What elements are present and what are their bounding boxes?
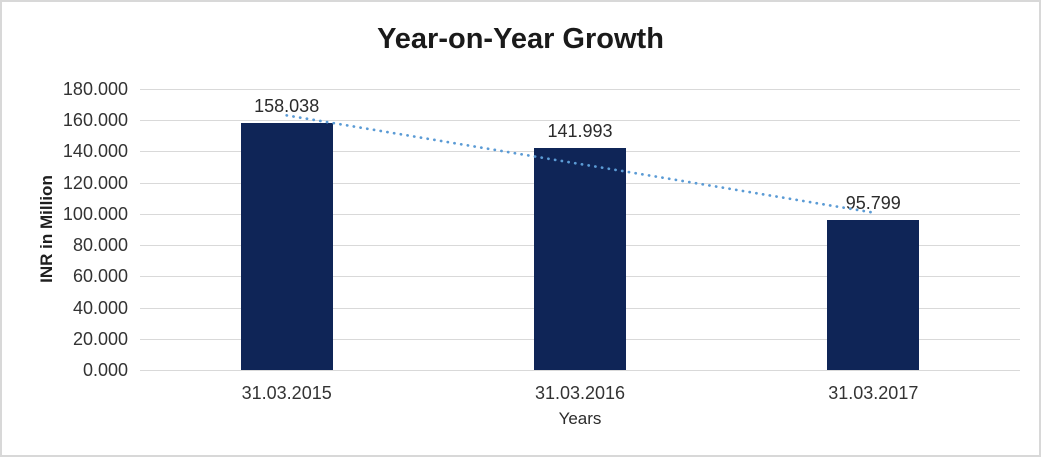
x-tick-label: 31.03.2016 (534, 383, 626, 403)
gridline (140, 370, 1020, 371)
x-tick-label: 31.03.2015 (241, 383, 332, 403)
y-tick-label: 60.000 (72, 266, 128, 287)
y-tick-label: 40.000 (72, 297, 128, 318)
chart-title: Year-on-Year Growth (377, 23, 664, 55)
y-tick-label: 80.000 (72, 235, 128, 256)
y-tick-label: 180.000 (62, 79, 128, 99)
x-tick-label: 31.03.2017 (828, 383, 919, 403)
y-tick-label: 140.000 (62, 141, 128, 162)
y-tick-label: 0.000 (82, 360, 128, 380)
plot-area: 158.038 141.993 95.799 (140, 89, 1020, 371)
data-label: 141.993 (547, 121, 613, 142)
data-label: 158.038 (254, 96, 320, 117)
gridline (140, 89, 1020, 90)
bar-31.03.2016 (534, 148, 626, 370)
y-tick-label: 20.000 (72, 328, 128, 349)
data-label: 95.799 (845, 193, 901, 214)
y-tick-label: 160.000 (62, 110, 128, 131)
x-axis-title: Years (558, 409, 602, 428)
bar-31.03.2015 (240, 123, 333, 370)
y-tick-label: 120.000 (62, 172, 128, 193)
bar-31.03.2017 (827, 220, 920, 370)
y-tick-label: 100.000 (62, 203, 128, 224)
